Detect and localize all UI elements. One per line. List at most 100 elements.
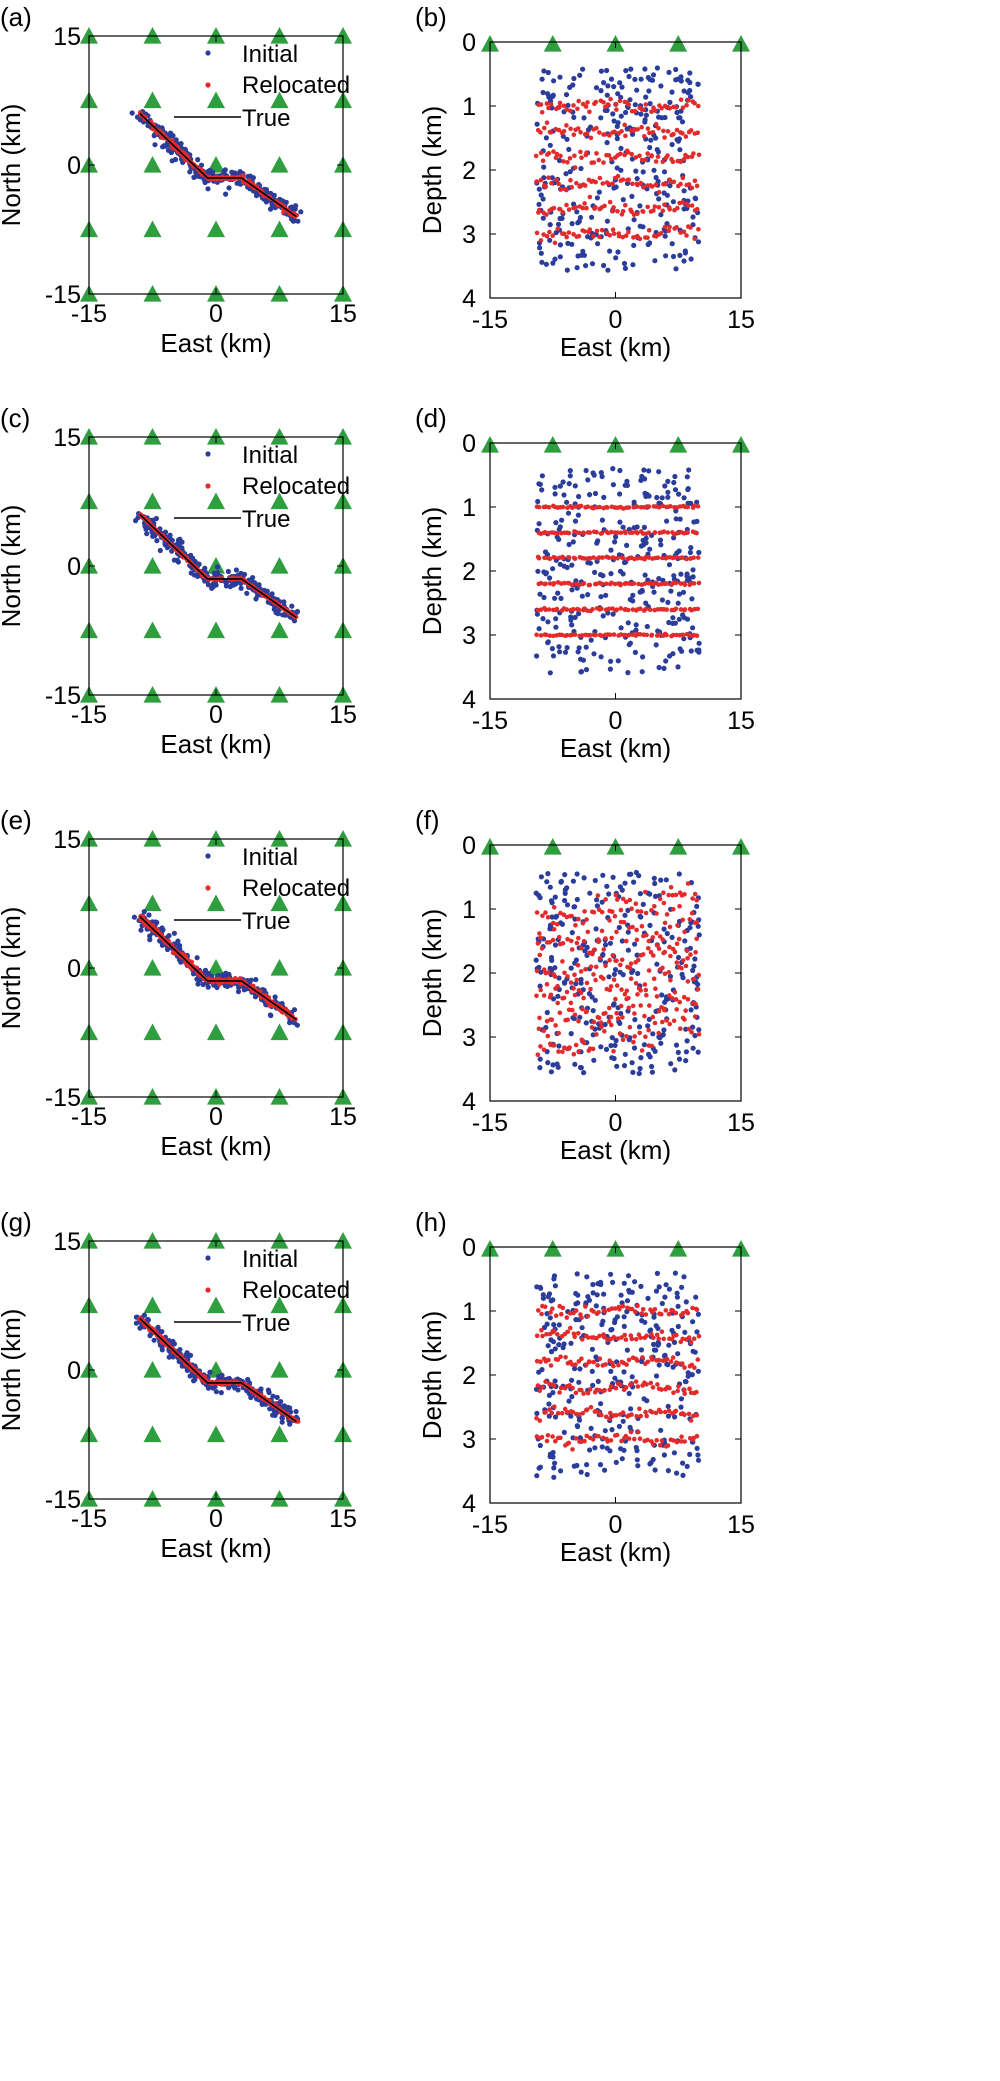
initial-point (677, 252, 683, 258)
relocated-point (551, 149, 556, 154)
station-icon (270, 285, 289, 302)
initial-point (594, 195, 601, 201)
initial-point (536, 626, 542, 632)
relocated-point (544, 120, 550, 125)
initial-point (554, 913, 560, 919)
y-tick-label: 1 (462, 1298, 476, 1326)
relocated-point (582, 201, 587, 206)
relocated-point (571, 1052, 577, 1057)
initial-point (547, 1451, 554, 1457)
relocated-point (684, 233, 689, 238)
y-tick-label: 3 (462, 1426, 476, 1454)
initial-point (669, 141, 675, 148)
station-icon (207, 27, 225, 44)
initial-point (632, 76, 638, 82)
relocated-point (686, 97, 691, 103)
station-icon (143, 959, 162, 976)
initial-point (661, 1452, 668, 1458)
legend-relocated-label: Relocated (242, 875, 350, 902)
relocated-point (580, 205, 586, 211)
initial-point (672, 487, 679, 493)
relocated-point (241, 180, 246, 185)
initial-point (577, 72, 583, 78)
initial-point (678, 78, 684, 84)
initial-point (617, 1020, 623, 1026)
initial-point (574, 896, 580, 903)
initial-point (564, 136, 570, 142)
relocated-point (626, 177, 631, 182)
relocated-point (564, 123, 569, 128)
initial-point (558, 595, 564, 602)
relocated-point (588, 964, 594, 969)
initial-point (231, 1384, 237, 1390)
initial-point (652, 258, 658, 264)
initial-point (569, 622, 575, 628)
relocated-point (635, 992, 640, 997)
relocated-point (640, 1355, 645, 1360)
initial-point (688, 1007, 694, 1013)
initial-point (651, 589, 657, 595)
initial-point (640, 901, 646, 908)
initial-point (674, 1470, 680, 1476)
relocated-point (649, 184, 655, 189)
relocated-point (573, 1362, 578, 1367)
initial-point (608, 1271, 614, 1277)
relocated-point (641, 107, 646, 113)
initial-point (624, 1347, 631, 1353)
initial-point (602, 1467, 608, 1473)
relocated-point (579, 1315, 584, 1321)
initial-point (666, 619, 672, 626)
initial-point (598, 115, 604, 121)
initial-point (637, 891, 644, 897)
initial-point (577, 214, 584, 221)
relocated-point (582, 1438, 587, 1444)
relocated-point (572, 153, 577, 159)
relocated-point (646, 228, 652, 233)
relocated-point (656, 1008, 662, 1014)
initial-point (664, 518, 670, 524)
initial-point (133, 518, 139, 524)
initial-point (557, 215, 563, 222)
relocated-point (618, 1003, 624, 1009)
initial-point (644, 623, 650, 630)
initial-point (290, 218, 296, 224)
initial-point (655, 1325, 661, 1331)
relocated-point (692, 100, 697, 106)
initial-point (620, 524, 626, 530)
station-icon (143, 220, 162, 238)
relocated-point (659, 105, 664, 111)
station-icon (270, 1490, 289, 1507)
relocated-point (692, 1014, 698, 1019)
relocated-point (673, 892, 679, 898)
relocated-point (571, 986, 576, 991)
station-icon (143, 285, 162, 302)
station-icon (143, 1023, 162, 1041)
initial-point (574, 1271, 580, 1277)
station-icon (270, 428, 289, 445)
initial-point (601, 494, 607, 500)
initial-point (667, 183, 673, 189)
initial-point (687, 1451, 693, 1457)
relocated-point (635, 1303, 640, 1309)
relocated-point (671, 1390, 676, 1395)
relocated-point (643, 102, 649, 107)
station-icon (143, 830, 162, 847)
relocated-point (686, 182, 692, 187)
initial-point (665, 489, 671, 495)
initial-point (666, 562, 673, 568)
initial-point (642, 66, 648, 72)
initial-point (683, 1299, 689, 1305)
initial-point (569, 241, 575, 247)
relocated-point (614, 929, 619, 935)
station-icon (270, 1088, 289, 1105)
relocated-point (683, 1008, 688, 1013)
initial-point (593, 926, 599, 932)
relocated-point (622, 122, 627, 128)
y-tick-label: 3 (462, 622, 476, 650)
relocated-point (599, 530, 605, 536)
initial-point (598, 68, 605, 74)
relocated-point (548, 1363, 554, 1368)
initial-point (632, 941, 638, 947)
initial-point (218, 1390, 224, 1396)
relocated-point (661, 900, 667, 906)
